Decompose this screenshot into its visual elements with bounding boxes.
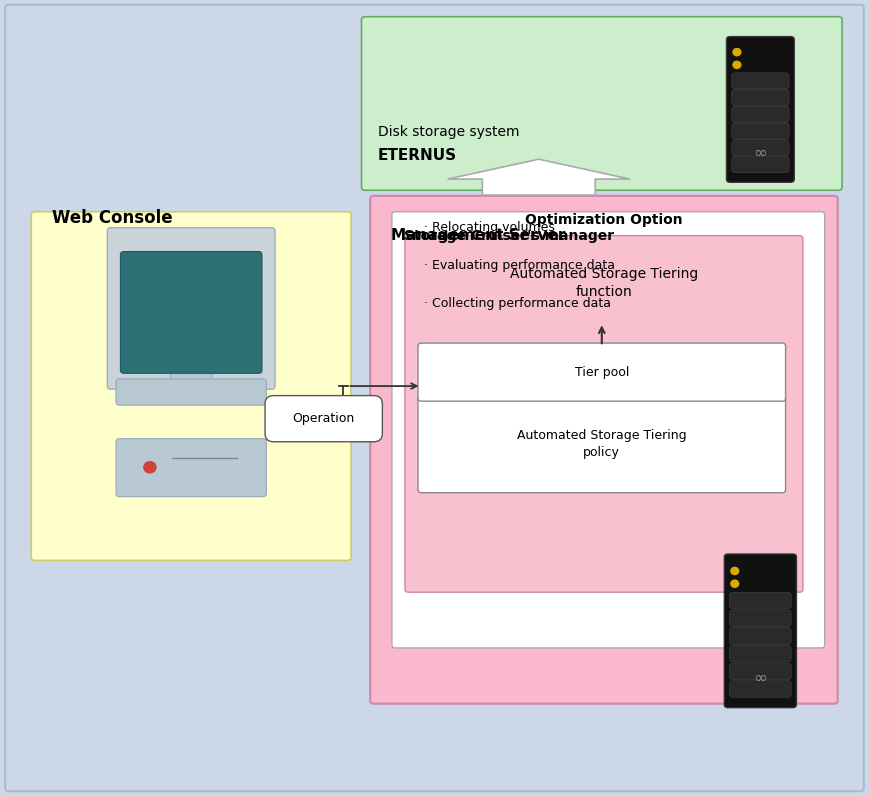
FancyBboxPatch shape — [732, 156, 789, 173]
Text: Automated Storage Tiering
function: Automated Storage Tiering function — [510, 267, 698, 299]
Polygon shape — [448, 159, 630, 195]
FancyBboxPatch shape — [362, 17, 842, 190]
Text: Storage Cruiser's manager: Storage Cruiser's manager — [404, 228, 614, 243]
FancyBboxPatch shape — [729, 681, 792, 697]
FancyBboxPatch shape — [732, 107, 789, 123]
Text: ∞: ∞ — [753, 144, 767, 162]
FancyBboxPatch shape — [732, 73, 789, 89]
Circle shape — [143, 462, 156, 473]
FancyBboxPatch shape — [418, 343, 786, 401]
Circle shape — [733, 61, 741, 68]
FancyBboxPatch shape — [729, 646, 792, 662]
FancyBboxPatch shape — [170, 367, 212, 393]
Text: Tier pool: Tier pool — [574, 365, 629, 379]
FancyBboxPatch shape — [729, 663, 792, 680]
FancyBboxPatch shape — [418, 395, 786, 493]
FancyBboxPatch shape — [120, 252, 262, 373]
Text: Optimization Option: Optimization Option — [525, 213, 683, 227]
FancyBboxPatch shape — [732, 123, 789, 139]
Text: ∞: ∞ — [753, 669, 767, 687]
FancyBboxPatch shape — [725, 554, 796, 708]
Text: Automated Storage Tiering
policy: Automated Storage Tiering policy — [517, 429, 687, 458]
FancyBboxPatch shape — [729, 592, 792, 609]
Text: Web Console: Web Console — [52, 209, 173, 227]
FancyBboxPatch shape — [732, 140, 789, 156]
FancyBboxPatch shape — [108, 228, 275, 389]
FancyBboxPatch shape — [405, 236, 803, 592]
Text: · Evaluating performance data: · Evaluating performance data — [424, 259, 615, 272]
FancyBboxPatch shape — [5, 5, 864, 791]
Circle shape — [731, 580, 739, 587]
Circle shape — [733, 49, 741, 56]
Circle shape — [731, 568, 739, 575]
FancyBboxPatch shape — [116, 439, 266, 497]
FancyBboxPatch shape — [265, 396, 382, 442]
FancyBboxPatch shape — [392, 212, 825, 648]
FancyBboxPatch shape — [116, 379, 266, 405]
Text: Disk storage system: Disk storage system — [378, 125, 520, 139]
Text: · Collecting performance data: · Collecting performance data — [424, 298, 611, 310]
FancyBboxPatch shape — [31, 212, 351, 560]
FancyBboxPatch shape — [370, 196, 838, 704]
FancyBboxPatch shape — [732, 90, 789, 106]
FancyBboxPatch shape — [729, 610, 792, 626]
Text: Operation: Operation — [293, 412, 355, 425]
Text: · Relocating volumes: · Relocating volumes — [424, 221, 555, 234]
FancyBboxPatch shape — [726, 37, 794, 182]
Text: Management Server: Management Server — [391, 228, 566, 243]
Text: ETERNUS: ETERNUS — [378, 148, 457, 163]
FancyBboxPatch shape — [729, 627, 792, 644]
